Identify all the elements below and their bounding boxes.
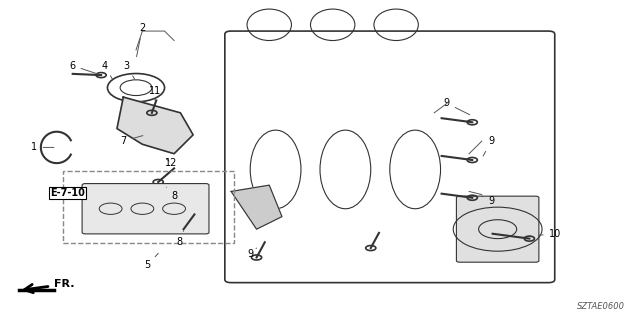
Text: 10: 10 bbox=[538, 229, 561, 239]
Text: E-7-10: E-7-10 bbox=[51, 188, 85, 198]
Polygon shape bbox=[231, 185, 282, 229]
Text: 8: 8 bbox=[176, 231, 184, 247]
Text: 6: 6 bbox=[70, 61, 99, 74]
Text: 9: 9 bbox=[444, 99, 470, 115]
Text: SZTAE0600: SZTAE0600 bbox=[577, 302, 625, 311]
Text: 1: 1 bbox=[31, 142, 54, 152]
Text: 9: 9 bbox=[482, 196, 494, 206]
Text: 8: 8 bbox=[166, 187, 177, 201]
Text: 7: 7 bbox=[120, 136, 143, 146]
Text: 3: 3 bbox=[124, 61, 134, 79]
Text: 5: 5 bbox=[144, 253, 158, 270]
Text: 12: 12 bbox=[164, 158, 177, 168]
Text: 11: 11 bbox=[149, 86, 161, 100]
FancyBboxPatch shape bbox=[456, 196, 539, 262]
Text: 4: 4 bbox=[101, 61, 113, 79]
Text: 9: 9 bbox=[247, 248, 257, 259]
FancyBboxPatch shape bbox=[82, 184, 209, 234]
Text: 9: 9 bbox=[483, 136, 494, 156]
Text: FR.: FR. bbox=[24, 279, 74, 293]
Polygon shape bbox=[117, 97, 193, 154]
Text: 2: 2 bbox=[136, 23, 145, 57]
